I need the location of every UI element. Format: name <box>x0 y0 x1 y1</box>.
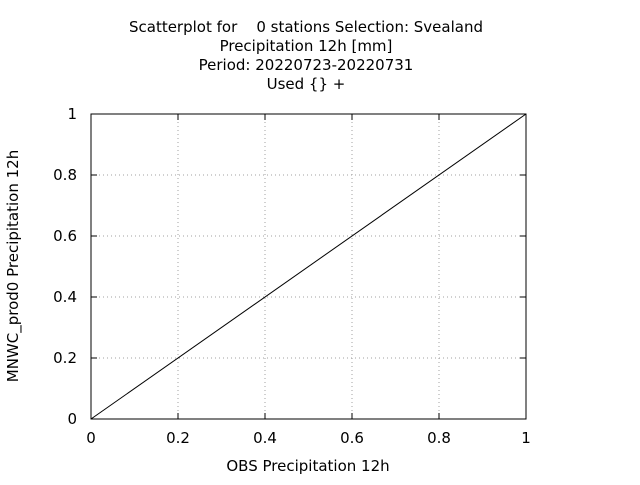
grid <box>91 114 526 419</box>
y-tick-label: 0.2 <box>53 349 77 367</box>
series-layer <box>90 113 527 420</box>
x-tick-label: 0.4 <box>253 429 277 447</box>
y-tick-label: 0.6 <box>53 227 77 245</box>
x-axis-label: OBS Precipitation 12h <box>226 457 389 475</box>
x-tick-label: 1 <box>521 429 531 447</box>
plot-frame <box>90 113 527 420</box>
chart-title: Scatterplot for 0 stations Selection: Sv… <box>129 18 483 93</box>
y-tick-label: 0.4 <box>53 288 77 306</box>
axis-ticks: 0 0.2 0.4 0.6 0.8 1 0 0.2 0.4 0.6 0.8 1 <box>53 105 531 447</box>
x-tick-label: 0 <box>86 429 96 447</box>
y-tick-label: 1 <box>67 105 77 123</box>
chart-title-line: Scatterplot for 0 stations Selection: Sv… <box>129 18 483 36</box>
chart-title-line: Precipitation 12h [mm] <box>220 37 393 55</box>
chart-title-line: Used {} + <box>267 75 346 93</box>
y-tick-label: 0 <box>67 410 77 428</box>
chart-title-line: Period: 20220723-20220731 <box>199 56 414 74</box>
y-axis-label: MNWC_prod0 Precipitation 12h <box>4 150 23 382</box>
x-tick-label: 0.2 <box>166 429 190 447</box>
x-tick-label: 0.6 <box>340 429 364 447</box>
series-line <box>90 113 527 420</box>
x-tick-label: 0.8 <box>427 429 451 447</box>
y-tick-label: 0.8 <box>53 166 77 184</box>
